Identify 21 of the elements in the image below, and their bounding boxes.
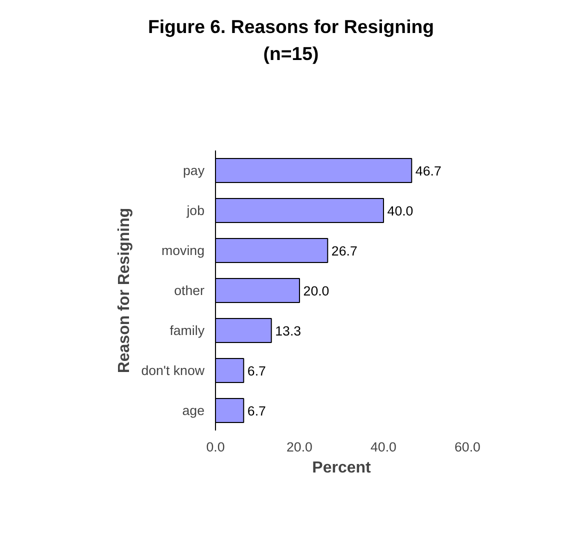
y-tick-label: age [182,403,205,418]
data-label: 46.7 [415,164,442,178]
x-tick-label: 60.0 [454,440,480,454]
y-tick-label: family [170,323,205,338]
chart-title: Figure 6. Reasons for Resigning (n=15) [148,15,434,66]
y-tick-label: don't know [141,363,205,378]
y-tick-label: pay [183,163,205,178]
x-tick-label: 40.0 [370,440,396,454]
data-label: 6.7 [247,364,266,378]
y-axis-title: Reason for Resigning [116,208,134,374]
y-tick-label: moving [162,243,205,258]
data-label: 26.7 [331,244,358,258]
x-tick-label: 20.0 [286,440,312,454]
data-label: 6.7 [247,404,266,418]
data-label: 13.3 [275,324,302,338]
x-axis-title: Percent [312,460,372,476]
data-label: 40.0 [387,204,414,218]
y-tick-label: other [174,283,206,298]
y-tick-label: job [186,203,205,218]
x-tick-label: 0.0 [206,440,225,454]
data-label: 20.0 [303,284,330,298]
